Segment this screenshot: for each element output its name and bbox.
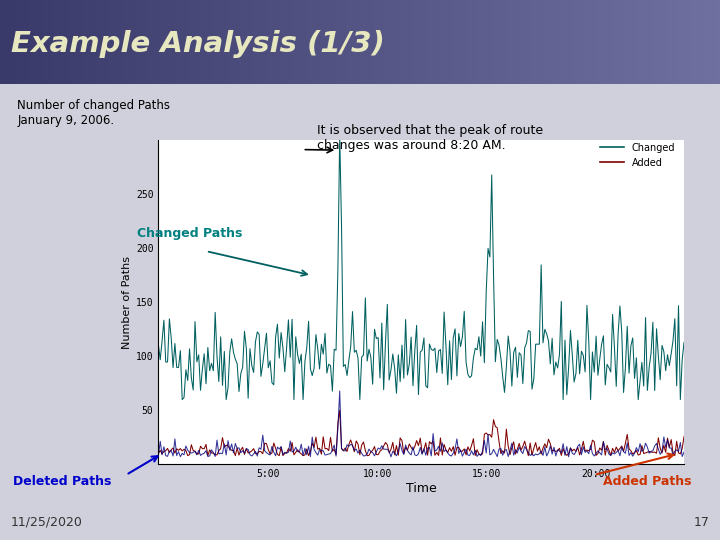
Text: Changed Paths: Changed Paths [137, 227, 242, 240]
X-axis label: Time: Time [406, 482, 436, 495]
Text: Example Analysis (1/3): Example Analysis (1/3) [11, 30, 384, 58]
Text: It is observed that the peak of route
changes was around 8:20 AM.: It is observed that the peak of route ch… [317, 124, 543, 152]
Text: 17: 17 [693, 516, 709, 529]
Text: 11/25/2020: 11/25/2020 [11, 516, 83, 529]
Text: Deleted Paths: Deleted Paths [14, 475, 112, 489]
Y-axis label: Number of Paths: Number of Paths [122, 256, 132, 349]
Text: Number of changed Paths
January 9, 2006.: Number of changed Paths January 9, 2006. [17, 99, 171, 127]
Legend: Changed, Added: Changed, Added [595, 139, 679, 171]
Text: Added Paths: Added Paths [603, 475, 692, 489]
